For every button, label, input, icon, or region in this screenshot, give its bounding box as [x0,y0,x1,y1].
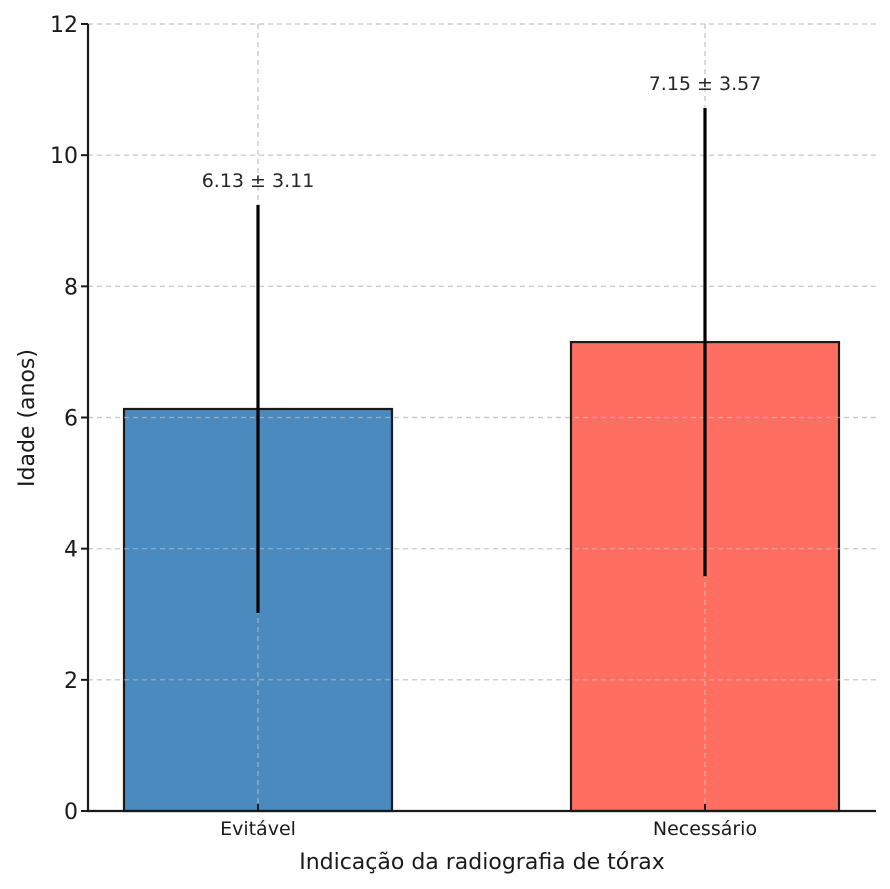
x-axis-title: Indicação da radiografia de tórax [299,850,665,875]
x-ticks: Evitável Necessário [220,804,757,840]
x-tick-label: Necessário [653,818,757,840]
y-tick-label: 2 [64,669,78,694]
y-tick-label: 6 [64,407,78,432]
x-tick-label: Evitável [220,818,296,840]
error-bars [256,107,707,613]
annotations: 6.13 ± 3.11 7.15 ± 3.57 [202,73,762,192]
y-ticks: 0 2 4 6 8 10 12 [50,13,88,825]
y-tick-label: 12 [50,13,78,38]
bars [88,23,876,813]
y-tick-label: 4 [64,538,78,563]
y-tick-label: 0 [64,800,78,825]
y-tick-label: 8 [64,275,78,300]
data-label: 7.15 ± 3.57 [649,73,762,95]
y-axis-title: Idade (anos) [15,349,40,487]
data-label: 6.13 ± 3.11 [202,170,315,192]
y-tick-label: 10 [50,144,78,169]
